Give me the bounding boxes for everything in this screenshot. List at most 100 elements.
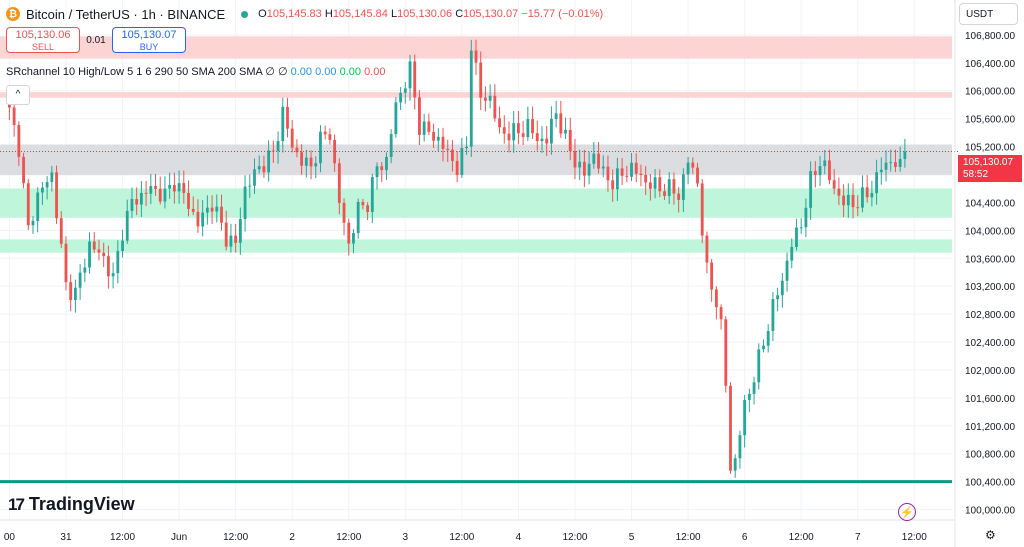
candle-body: [818, 166, 822, 175]
candle-body: [799, 227, 803, 229]
candle-body: [370, 177, 374, 212]
spread-value: 0.01: [86, 34, 106, 46]
candle-body: [856, 207, 860, 209]
candle-body: [460, 148, 464, 175]
candle-body: [714, 289, 718, 308]
candle-body: [700, 183, 704, 236]
candle-body: [564, 129, 567, 134]
gear-icon[interactable]: ⚙: [985, 528, 996, 542]
y-tick-label: 101,200.00: [965, 422, 1015, 433]
candle-body: [894, 162, 897, 167]
candle-body: [644, 174, 648, 183]
candle-body: [498, 118, 501, 128]
zone-channel: [0, 144, 952, 176]
candle-body: [356, 201, 360, 234]
buy-button[interactable]: 105,130.07 BUY: [112, 27, 186, 53]
candle-body: [540, 138, 544, 142]
symbol-title[interactable]: Bitcoin / TetherUS · 1h · BINANCE: [26, 6, 226, 22]
x-tick-label: 12:00: [223, 532, 248, 543]
candle-body: [413, 61, 417, 98]
candle-body: [191, 208, 195, 212]
candle-body: [352, 233, 355, 244]
x-tick-label: 5: [629, 532, 635, 543]
candle-body: [785, 260, 789, 281]
candle-body: [267, 150, 271, 173]
candle-body: [677, 193, 681, 200]
lightning-icon[interactable]: ⚡: [898, 503, 916, 521]
candle-body: [780, 280, 784, 296]
candle-body: [243, 186, 247, 220]
candle-body: [333, 139, 337, 164]
candle-body: [149, 186, 153, 194]
candle-body: [300, 152, 304, 166]
candle-body: [432, 131, 435, 141]
symbol-header[interactable]: ₿ Bitcoin / TetherUS · 1h · BINANCE O105…: [6, 5, 603, 23]
currency-selector[interactable]: USDT: [959, 3, 1018, 25]
candle-body: [45, 182, 49, 188]
candle-body: [97, 249, 101, 253]
x-tick-label: 12:00: [562, 532, 587, 543]
candle-body: [257, 166, 261, 170]
candle-body: [804, 207, 808, 228]
candle-body: [88, 241, 91, 268]
bitcoin-icon: ₿: [6, 7, 20, 21]
candle-body: [879, 169, 883, 173]
candle-body: [253, 169, 256, 186]
candle-body: [187, 192, 190, 209]
candle-body: [512, 123, 516, 141]
candle-body: [55, 172, 58, 219]
candle-body: [686, 162, 690, 175]
candle-body: [50, 172, 54, 183]
candle-body: [601, 166, 605, 169]
candle-body: [559, 113, 563, 134]
candle-body: [620, 168, 624, 176]
candle-body: [681, 174, 685, 200]
candle-body: [201, 212, 205, 227]
x-tick-label: 00: [4, 532, 16, 543]
y-tick-label: 105,600.00: [965, 115, 1015, 126]
collapse-legend-button[interactable]: ^: [6, 85, 30, 105]
x-tick-label: 6: [742, 532, 748, 543]
candle-body: [870, 193, 874, 198]
sell-button[interactable]: 105,130.06 SELL: [6, 27, 80, 53]
candle-body: [83, 267, 87, 273]
candle-body: [394, 102, 398, 135]
indicator-legend[interactable]: SRchannel 10 High/Low 5 1 6 290 50 SMA 2…: [6, 66, 386, 78]
candle-body: [262, 166, 266, 173]
candle-body: [389, 134, 393, 157]
candle-body: [851, 194, 855, 208]
y-tick-label: 103,200.00: [965, 282, 1015, 293]
candle-body: [36, 192, 40, 221]
candle-body: [135, 199, 139, 205]
tradingview-logo[interactable]: 17 TradingView: [8, 494, 135, 514]
candle-body: [861, 187, 864, 208]
candle-body: [469, 50, 473, 147]
candle-body: [403, 88, 407, 93]
x-tick-label: 31: [60, 532, 72, 543]
market-open-indicator: [241, 10, 249, 18]
candle-body: [177, 183, 181, 192]
last-price-label: 105,130.07 58:52: [958, 155, 1022, 182]
candle-body: [757, 349, 761, 383]
candle-body: [474, 50, 478, 63]
candle-body: [733, 458, 737, 471]
candle-body: [531, 119, 534, 134]
candle-body: [790, 246, 794, 261]
candle-body: [238, 219, 242, 243]
candle-body: [578, 161, 582, 168]
y-tick-label: 102,800.00: [965, 310, 1015, 321]
x-tick-label: 12:00: [789, 532, 814, 543]
candle-body: [719, 307, 723, 320]
candle-body: [517, 123, 520, 134]
candle-body: [168, 185, 172, 189]
candle-body: [295, 147, 299, 153]
candle-body: [337, 163, 341, 203]
candle-body: [639, 173, 643, 175]
candle-body: [691, 162, 695, 168]
candle-body: [625, 175, 629, 177]
y-tick-label: 100,000.00: [965, 506, 1015, 517]
candle-body: [479, 62, 483, 98]
candle-body: [64, 243, 68, 283]
candle-body: [630, 162, 633, 177]
